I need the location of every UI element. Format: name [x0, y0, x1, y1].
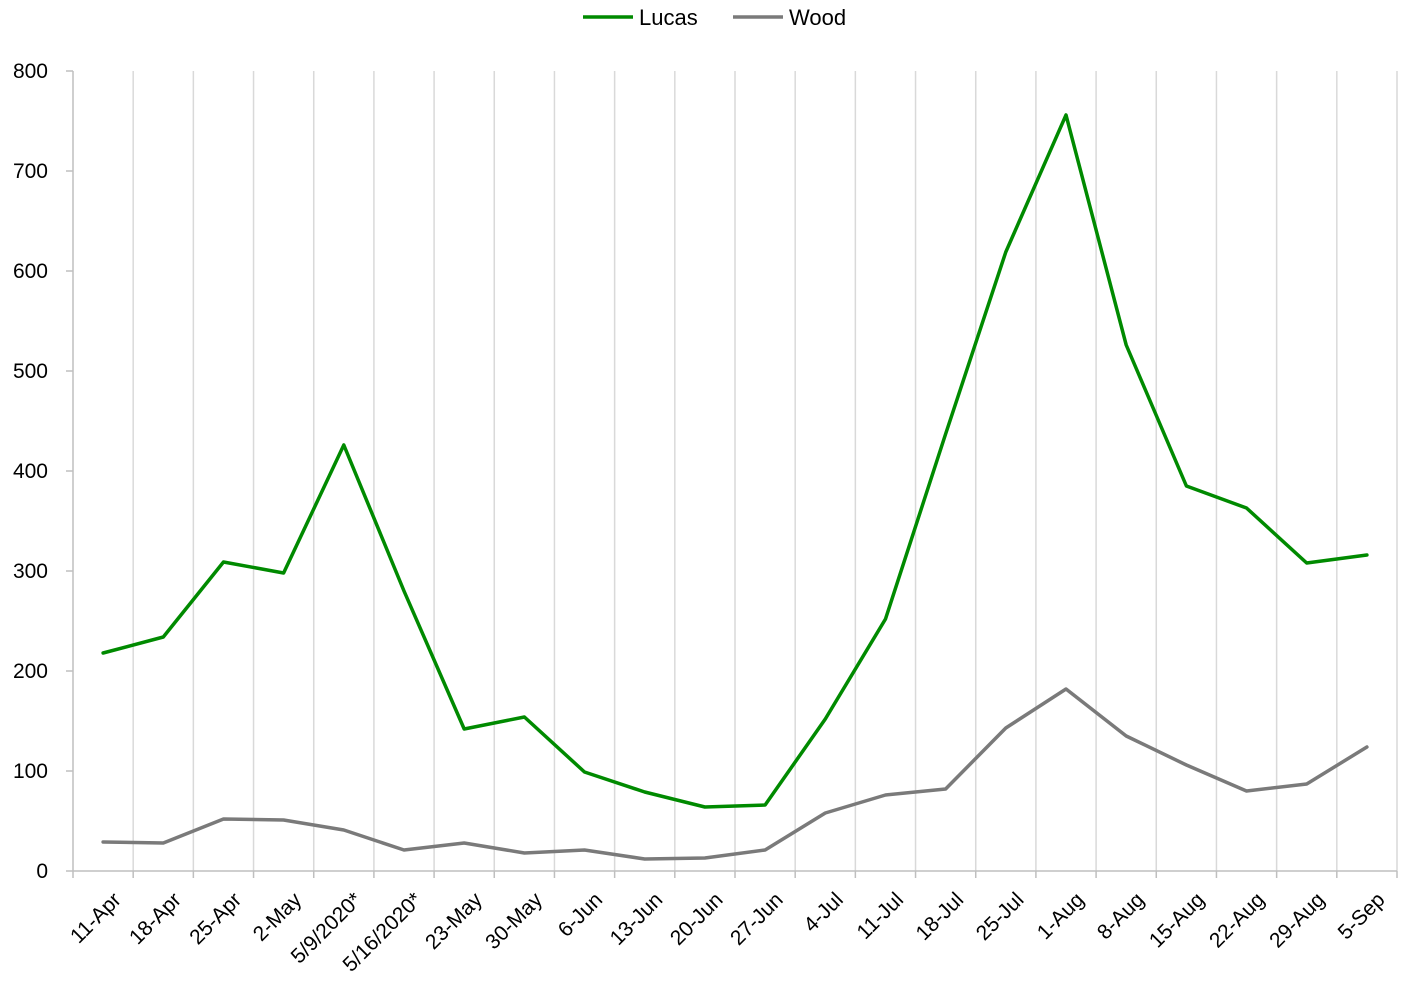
x-tick-label: 2-May [249, 888, 307, 946]
x-tick-label: 13-Jun [606, 888, 668, 950]
legend-label-lucas: Lucas [639, 5, 698, 30]
y-tick-label: 200 [13, 660, 48, 683]
x-tick-label: 15-Aug [1145, 888, 1209, 952]
y-tick-label: 400 [13, 460, 48, 483]
y-tick-label: 100 [13, 760, 48, 783]
series-line-wood [101, 687, 1369, 861]
x-tick-label: 18-Jul [912, 888, 969, 945]
x-tick-label: 29-Aug [1265, 888, 1329, 952]
y-tick-label: 300 [13, 560, 48, 583]
x-tick-label: 18-Apr [125, 888, 186, 949]
x-tick-label: 22-Aug [1205, 888, 1269, 952]
x-axis-tick-labels: 11-Apr 18-Apr 25-Apr 2-May5/9/2020*5/16/202… [66, 888, 1390, 976]
x-tick-label: 8-Aug [1093, 888, 1149, 944]
legend: Lucas Wood [583, 5, 846, 30]
y-tick-label: 800 [13, 60, 48, 83]
y-tick-label: 700 [13, 160, 48, 183]
x-tick-label: 5-Sep [1334, 888, 1390, 944]
x-tick-label: 30-May [481, 888, 547, 954]
series-line-lucas [101, 113, 1369, 809]
legend-label-wood: Wood [789, 5, 846, 30]
series-lines [101, 113, 1369, 861]
axes [66, 70, 1398, 878]
x-tick-label: 25-Apr [185, 888, 246, 949]
x-tick-label: 25-Jul [972, 888, 1029, 945]
y-tick-label: 600 [13, 260, 48, 283]
x-tick-label: 11-Apr [66, 888, 126, 948]
y-tick-label: 500 [13, 360, 48, 383]
x-tick-label: 27-Jun [726, 888, 788, 950]
x-tick-label: 20-Jun [666, 888, 728, 950]
x-tick-label: 4-Jul [799, 888, 847, 936]
x-tick-label: 1-Aug [1033, 888, 1089, 944]
x-tick-label: 6-Jun [554, 888, 607, 941]
x-tick-label: 11-Jul [852, 888, 908, 944]
y-axis-tick-labels: 0 100 200 300 400 500 600 700 800 [13, 60, 48, 883]
vertical-gridlines [132, 71, 1398, 871]
y-tick-label: 0 [36, 860, 48, 883]
x-tick-label: 23-May [421, 888, 487, 954]
